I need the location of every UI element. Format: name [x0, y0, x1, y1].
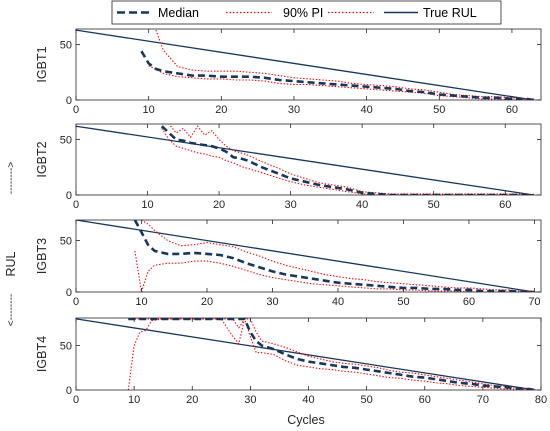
panel-3: 0 10 20 30 40 50 60 70 0 50 IGBT3 — [35, 219, 542, 308]
panel-plot-area — [76, 318, 536, 390]
x-tick-label: 0 — [73, 104, 79, 116]
legend: Median 90% PI True RUL — [111, 0, 502, 25]
x-tick-label: 50 — [433, 104, 445, 116]
y-tick-label: 50 — [60, 135, 72, 147]
x-tick-label: 30 — [266, 296, 278, 308]
panel-ylabel: IGBT3 — [35, 238, 49, 274]
x-tick-label: 70 — [528, 296, 540, 308]
x-tick-label: 0 — [73, 296, 79, 308]
x-tick-label: 20 — [213, 199, 225, 211]
x-tick-label: 70 — [477, 394, 489, 406]
x-tick-label: 10 — [135, 296, 147, 308]
y-tick-label: 0 — [66, 190, 72, 202]
x-tick-label: 50 — [428, 199, 440, 211]
true-rul-line — [76, 318, 536, 390]
y-tick-label: 0 — [66, 385, 72, 397]
x-tick-label: 40 — [332, 296, 344, 308]
x-tick-label: 40 — [356, 199, 368, 211]
x-tick-label: 60 — [506, 104, 518, 116]
panels: 0 10 20 30 40 50 60 0 50 IGBT1 0 10 20 30 40 50 60 0 50 IGB… — [35, 28, 547, 406]
y-tick-label: 50 — [60, 341, 72, 353]
x-tick-label: 20 — [186, 394, 198, 406]
panel-plot-area — [76, 29, 534, 100]
panel-plot-area — [76, 124, 534, 195]
x-tick-label: 50 — [361, 394, 373, 406]
pi-lower-line — [161, 128, 534, 195]
x-tick-label: 40 — [302, 394, 314, 406]
x-tick-label: 0 — [73, 394, 79, 406]
panel-ylabel: IGBT2 — [35, 141, 49, 177]
pi-upper-line — [128, 318, 536, 390]
x-tick-label: 30 — [288, 104, 300, 116]
panel-2: 0 10 20 30 40 50 60 0 50 IGBT2 — [35, 123, 542, 211]
pi-upper-line — [134, 220, 535, 292]
panel-plot-area — [76, 220, 535, 292]
axes-box — [75, 123, 542, 196]
y-tick-label: 50 — [60, 236, 72, 248]
x-tick-label: 30 — [284, 199, 296, 211]
x-tick-label: 20 — [215, 104, 227, 116]
median-line — [128, 318, 536, 390]
median-line — [133, 220, 535, 292]
figure-xlabel: Cycles — [287, 413, 325, 427]
pi-lower-line — [134, 250, 535, 292]
panel-4: 0 10 20 30 40 50 60 70 80 0 50 IGBT4 — [35, 317, 547, 406]
x-tick-label: 10 — [143, 104, 155, 116]
x-tick-label: 20 — [201, 296, 213, 308]
figure-ylabel-arrow-up: --------> — [6, 162, 17, 195]
x-tick-label: 60 — [463, 296, 475, 308]
legend-pi-label: 90% PI — [283, 6, 323, 20]
median-line — [160, 125, 534, 195]
figure-ylabel-arrow-down: <-------- — [6, 294, 17, 326]
true-rul-line — [76, 29, 534, 100]
legend-true-rul-label: True RUL — [423, 6, 477, 20]
true-rul-line — [76, 125, 534, 195]
pi-upper-line — [161, 124, 534, 195]
y-tick-label: 0 — [66, 287, 72, 299]
x-tick-label: 10 — [141, 199, 153, 211]
panel-background — [76, 29, 541, 100]
panel-ylabel: IGBT1 — [35, 46, 49, 82]
figure-ylabel: RUL — [4, 251, 18, 276]
y-tick-label: 50 — [60, 40, 72, 52]
panel-ylabel: IGBT4 — [35, 336, 49, 372]
x-tick-label: 40 — [361, 104, 373, 116]
x-tick-label: 30 — [244, 394, 256, 406]
axes-box — [75, 28, 542, 101]
x-tick-label: 60 — [419, 394, 431, 406]
panel-1: 0 10 20 30 40 50 60 0 50 IGBT1 — [35, 28, 542, 116]
median-line — [140, 50, 534, 100]
panel-background — [76, 318, 541, 390]
x-tick-label: 80 — [535, 394, 547, 406]
x-tick-label: 10 — [128, 394, 140, 406]
true-rul-line — [76, 220, 535, 292]
legend-median-label: Median — [158, 6, 199, 20]
y-tick-label: 0 — [66, 95, 72, 107]
panel-background — [76, 124, 541, 195]
x-tick-label: 60 — [499, 199, 511, 211]
axes-box — [75, 219, 542, 293]
x-tick-label: 50 — [397, 296, 409, 308]
legend-box — [111, 0, 502, 25]
x-tick-label: 0 — [73, 199, 79, 211]
